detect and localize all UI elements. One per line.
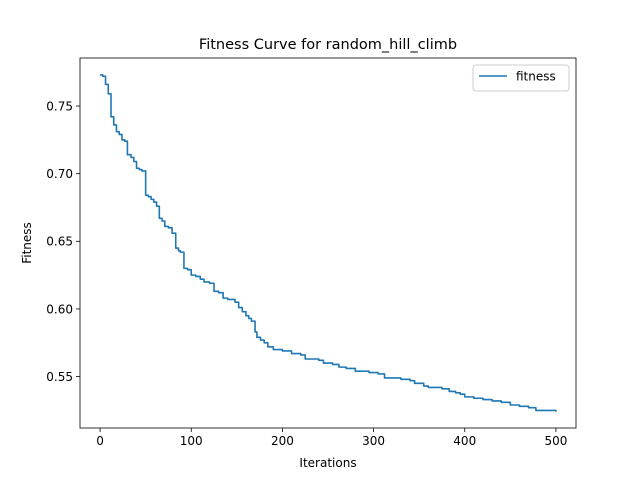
y-axis-label: Fitness [20,222,34,264]
y-tick-label: 0.55 [46,370,73,384]
y-axis: 0.55 0.60 0.65 0.70 0.75 [46,99,80,384]
x-tick-label: 100 [180,434,203,448]
x-tick-label: 200 [271,434,294,448]
x-axis: 0 100 200 300 400 500 [96,428,567,448]
legend-frame [472,64,570,92]
y-tick-label: 0.70 [46,167,73,181]
series-line-fitness [100,74,557,412]
legend: fitness [472,64,570,92]
axes-frame [79,57,577,429]
plot-area [80,58,576,428]
x-axis-label: Iterations [299,456,356,470]
y-tick-label: 0.75 [46,99,73,113]
axes-background [80,58,576,428]
chart-title: Fitness Curve for random_hill_climb [199,37,457,53]
x-tick-label: 400 [453,434,476,448]
y-tick-label: 0.60 [46,302,73,316]
x-tick-label: 500 [544,434,567,448]
series-layer [100,74,557,412]
x-tick-label: 0 [96,434,104,448]
legend-label-fitness: fitness [516,70,556,84]
y-tick-label: 0.65 [46,235,73,249]
x-tick-label: 300 [362,434,385,448]
